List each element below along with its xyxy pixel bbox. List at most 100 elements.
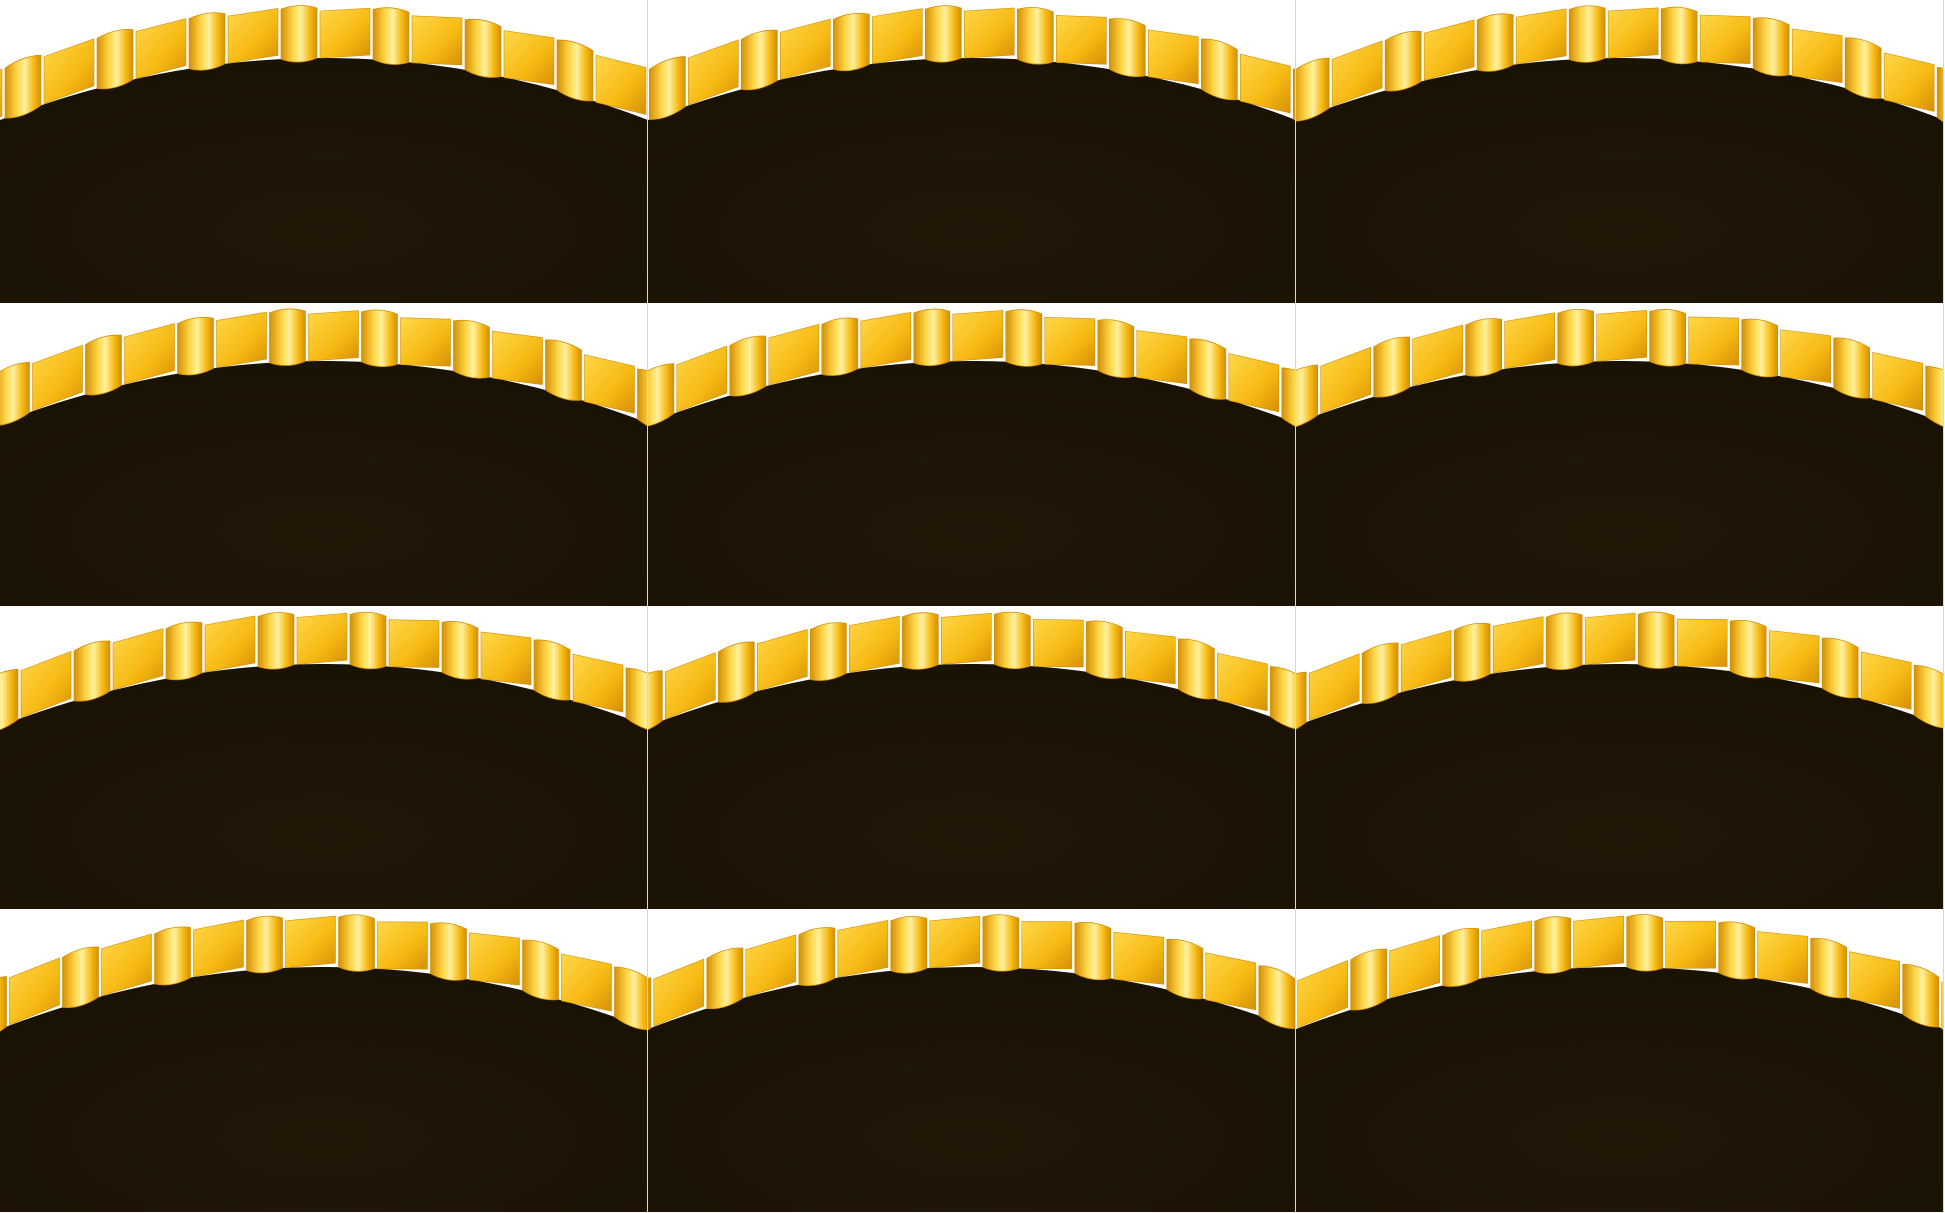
ribbon-panel (1033, 619, 1084, 668)
ribbon-fold (740, 29, 778, 91)
ribbon-panel (1113, 931, 1165, 985)
ribbon-fold (901, 612, 939, 670)
animation-frame (648, 606, 1296, 909)
ribbon-panel (1205, 952, 1257, 1011)
animation-frame (0, 606, 648, 909)
ribbon-panel (1400, 629, 1452, 693)
ribbon-fold (1016, 7, 1054, 65)
ribbon-fold (62, 946, 99, 1009)
ribbon-fold (1361, 642, 1399, 704)
ribbon-fold (96, 28, 134, 90)
animation-frame (1296, 909, 1944, 1212)
ribbon-fold (177, 316, 214, 376)
ribbon-panel (388, 619, 440, 668)
dark-backdrop (0, 967, 647, 1212)
ribbon-fold (4, 54, 42, 119)
ribbon-panel (688, 39, 739, 106)
animation-frame (0, 303, 648, 606)
ribbon-fold (1296, 671, 1307, 730)
ribbon-fold (648, 670, 663, 730)
dark-backdrop (0, 664, 647, 909)
ribbon-panel (204, 615, 256, 673)
ribbon-fold (1557, 308, 1595, 367)
ribbon-panel (1780, 329, 1831, 384)
ribbon-panel (1791, 28, 1843, 83)
ribbon-panel (124, 323, 175, 385)
ribbon-panel (572, 653, 624, 713)
ribbon-panel (1941, 981, 1943, 1030)
animation-frame (648, 909, 1296, 1212)
ribbon-fold (1350, 948, 1388, 1011)
ribbon-panel (9, 957, 60, 1026)
ribbon-fold (73, 640, 111, 702)
ribbon-fold (522, 939, 559, 1001)
ribbon-fold (1177, 638, 1215, 700)
ribbon-fold (717, 641, 755, 703)
ribbon-panel (1423, 19, 1475, 81)
ribbon-fold (1269, 666, 1295, 730)
ribbon-fold (269, 308, 306, 366)
ribbon-fold (556, 39, 594, 102)
golden-ribbon (0, 5, 647, 119)
ribbon-panel (952, 310, 1004, 362)
ribbon-panel (1688, 316, 1739, 366)
ribbon-fold (430, 922, 467, 981)
ribbon-fold (993, 611, 1031, 670)
animation-frame (648, 0, 1296, 303)
ribbon-panel (469, 932, 520, 986)
ribbon-fold (1292, 68, 1295, 121)
ribbon-panel (1412, 324, 1463, 387)
ribbon-fold (1844, 37, 1882, 99)
ribbon-fold (1741, 318, 1779, 378)
ribbon-fold (1925, 365, 1943, 427)
dark-backdrop (648, 58, 1295, 303)
ribbon-fold (1074, 921, 1112, 981)
animation-frame (1296, 606, 1944, 909)
ribbon-fold (0, 361, 30, 426)
ribbon-fold (1729, 619, 1767, 679)
ribbon-panel (1389, 935, 1440, 999)
ribbon-panel (1596, 310, 1647, 362)
ribbon-fold (1258, 965, 1295, 1029)
ribbon-panel (1883, 52, 1935, 112)
ribbon-fold (1296, 57, 1330, 122)
ribbon-panel (849, 615, 900, 673)
ribbon-panel (1665, 920, 1716, 969)
ribbon-fold (1200, 38, 1238, 101)
ribbon-fold (729, 335, 767, 397)
ribbon-panel (400, 317, 451, 367)
ribbon-fold (338, 914, 375, 972)
ribbon-panel (227, 8, 279, 64)
ribbon-fold (1465, 318, 1503, 377)
ribbon-panel (20, 650, 72, 718)
ribbon-panel (296, 612, 348, 665)
ribbon-panel (860, 312, 912, 369)
golden-ribbon (1296, 611, 1943, 730)
animation-frame (0, 0, 648, 303)
golden-ribbon (0, 308, 647, 426)
ribbon-fold (1568, 5, 1606, 63)
ribbon-panel (1228, 353, 1280, 413)
ribbon-fold (1936, 67, 1943, 123)
golden-ribbon (1297, 914, 1943, 1030)
dark-backdrop (648, 361, 1295, 606)
ribbon-panel (929, 915, 981, 969)
ribbon-panel (941, 612, 992, 665)
ribbon-panel (676, 345, 728, 413)
ribbon-fold (545, 339, 582, 401)
ribbon-fold (1453, 622, 1491, 682)
ribbon-fold (1626, 914, 1664, 972)
ribbon-panel (1125, 630, 1176, 685)
ribbon-panel (503, 30, 555, 86)
ribbon-fold (924, 5, 962, 63)
ribbon-panel (1584, 612, 1636, 665)
ribbon-fold (625, 667, 647, 730)
ribbon-panel (1136, 330, 1188, 385)
animation-frame (1296, 303, 1944, 606)
ribbon-fold (1189, 338, 1227, 400)
ribbon-fold (453, 319, 490, 379)
ribbon-fold (1534, 916, 1572, 974)
ribbon-fold (890, 916, 928, 974)
ribbon-panel (745, 934, 797, 998)
ribbon-panel (319, 7, 371, 59)
